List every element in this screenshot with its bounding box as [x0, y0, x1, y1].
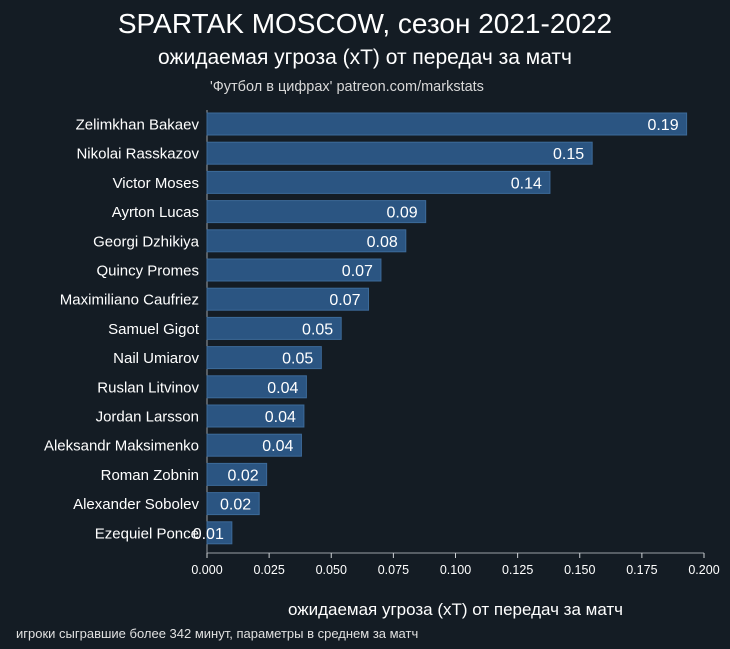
bar	[206, 462, 268, 486]
data-label: 0.05	[282, 351, 313, 368]
bar	[206, 346, 322, 370]
category-label: Ayrton Lucas	[112, 204, 199, 221]
data-label: 0.15	[553, 146, 584, 163]
category-label: Jordan Larsson	[96, 409, 199, 426]
data-label: 0.04	[262, 438, 293, 455]
x-tick-label: 0.075	[378, 563, 409, 577]
data-label: 0.09	[387, 205, 418, 222]
x-tick-label: 0.125	[502, 563, 533, 577]
category-label: Ruslan Litvinov	[97, 379, 199, 396]
category-label: Victor Moses	[113, 175, 199, 192]
bar	[206, 229, 407, 253]
category-label: Alexander Sobolev	[73, 496, 199, 513]
category-label: Aleksandr Maksimenko	[44, 438, 199, 455]
x-tick-label: 0.025	[253, 563, 284, 577]
x-tick-label: 0.100	[440, 563, 471, 577]
category-label: Roman Zobnin	[101, 467, 199, 484]
category-label: Zelimkhan Bakaev	[76, 117, 200, 134]
bar	[206, 200, 427, 224]
x-tick-label: 0.000	[191, 563, 222, 577]
bar	[206, 521, 233, 545]
data-label: 0.07	[329, 292, 360, 309]
bar	[206, 141, 593, 165]
category-label: Georgi Dzhikiya	[93, 233, 200, 250]
data-label: 0.04	[267, 380, 298, 397]
bar	[206, 170, 551, 194]
source-credit: 'Футбол в цифрах' patreon.com/markstats	[210, 79, 484, 95]
bar	[206, 112, 688, 136]
data-label: 0.01	[193, 526, 224, 543]
data-label: 0.02	[220, 497, 251, 514]
data-label: 0.05	[302, 321, 333, 338]
category-label: Nail Umiarov	[113, 350, 199, 367]
bar	[206, 404, 305, 428]
data-label: 0.07	[342, 263, 373, 280]
bar	[206, 375, 307, 399]
data-label: 0.08	[367, 234, 398, 251]
x-tick-label: 0.050	[316, 563, 347, 577]
chart-subtitle: ожидаемая угроза (xT) от передач за матч	[158, 46, 572, 69]
bar	[206, 433, 302, 457]
x-tick-label: 0.150	[564, 563, 595, 577]
bar	[206, 287, 370, 311]
data-label: 0.14	[511, 175, 542, 192]
bar	[206, 492, 260, 516]
chart-title: SPARTAK MOSCOW, сезон 2021-2022	[117, 8, 613, 39]
category-label: Maximiliano Caufriez	[60, 292, 199, 309]
footnote: игроки сыгравшие более 342 минут, параме…	[16, 626, 419, 641]
x-axis-label: ожидаемая угроза (xT) от передач за матч	[288, 600, 623, 619]
x-tick-label: 0.175	[626, 563, 657, 577]
x-tick-label: 0.200	[688, 563, 719, 577]
data-label: 0.02	[227, 467, 258, 484]
bar	[206, 258, 382, 282]
data-label: 0.04	[265, 409, 296, 426]
category-label: Ezequiel Ponce	[95, 525, 199, 542]
category-label: Samuel Gigot	[108, 321, 200, 338]
data-label: 0.19	[647, 117, 678, 134]
category-label: Quincy Promes	[96, 263, 199, 280]
category-label: Nikolai Rasskazov	[76, 146, 199, 163]
bar	[206, 316, 342, 340]
